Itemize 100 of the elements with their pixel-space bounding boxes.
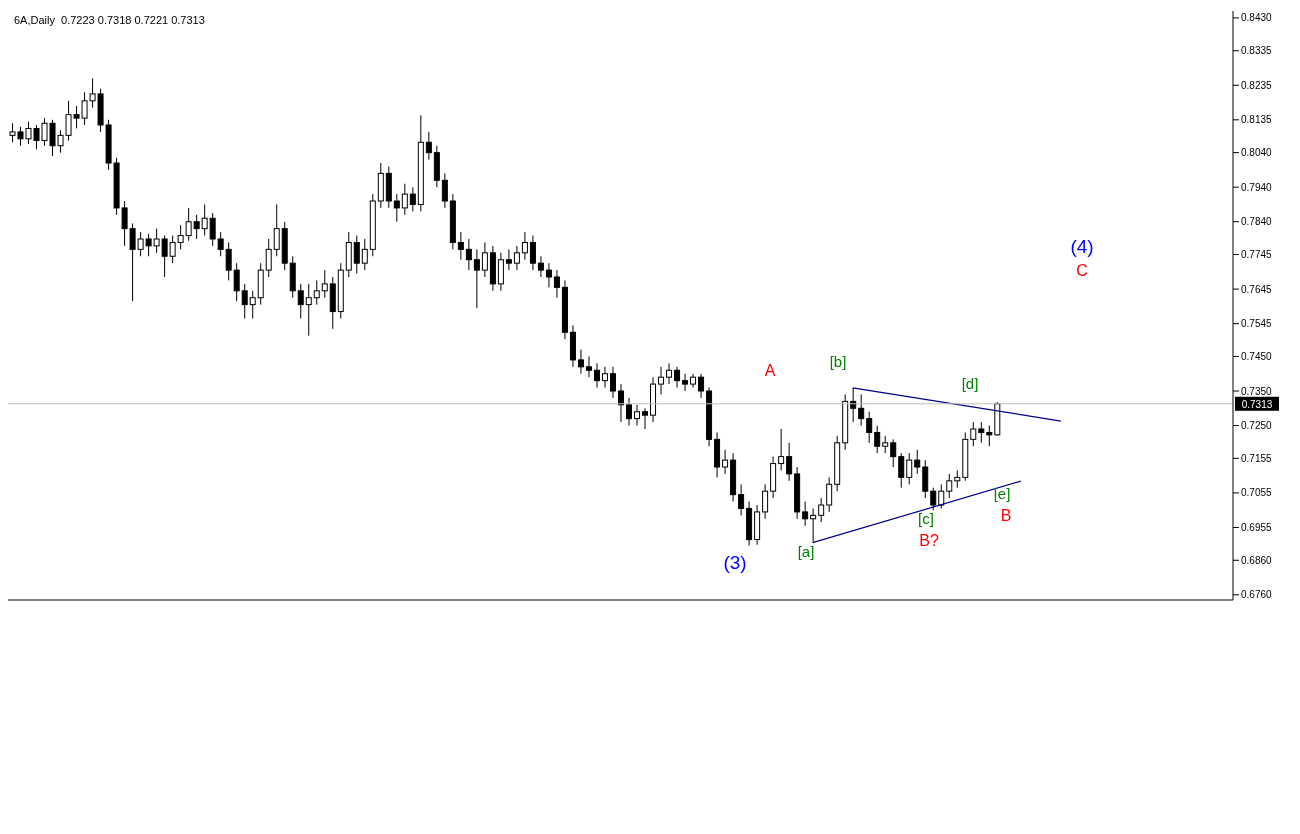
candlestick xyxy=(658,366,665,395)
candlestick xyxy=(457,231,464,261)
candlestick xyxy=(978,421,985,444)
candlestick xyxy=(249,290,256,319)
candlestick xyxy=(722,449,729,475)
candlestick xyxy=(674,366,681,389)
y-tick-label: 0.7545 xyxy=(1241,318,1273,330)
y-tick-label: 0.8430 xyxy=(1241,12,1273,24)
candlestick xyxy=(818,497,825,523)
candlestick xyxy=(698,373,705,399)
y-tick-label: 0.7450 xyxy=(1241,351,1273,362)
candlestick xyxy=(738,483,745,516)
candlestick xyxy=(537,255,544,278)
candlestick xyxy=(321,269,328,299)
candlestick xyxy=(593,362,600,389)
candlestick xyxy=(193,214,200,240)
candlestick xyxy=(441,172,448,209)
y-tick-label: 0.7645 xyxy=(1241,283,1273,295)
annotation: [c] xyxy=(918,509,934,527)
annotation: [d] xyxy=(961,374,979,392)
candlestick xyxy=(233,262,240,302)
candlestick xyxy=(914,449,921,475)
candlestick xyxy=(970,421,977,447)
candlestick xyxy=(642,407,649,430)
y-tick-label: 0.7840 xyxy=(1241,216,1273,228)
y-tick-label: 0.6760 xyxy=(1241,589,1273,601)
candlestick xyxy=(209,212,216,247)
annotation: (3) xyxy=(723,551,747,573)
candlestick xyxy=(778,428,785,471)
y-tick-label: 0.6860 xyxy=(1241,554,1273,566)
candlestick xyxy=(946,473,953,499)
y-tick-label: 0.6955 xyxy=(1241,522,1273,533)
chart-title: 6A,Daily 0.7223 0.7318 0.7221 0.7313 xyxy=(14,14,205,26)
candlestick xyxy=(553,269,560,299)
candlestick xyxy=(609,366,616,399)
annotation: C xyxy=(1076,262,1088,279)
y-tick-label: 0.8335 xyxy=(1241,45,1273,57)
candlestick xyxy=(313,279,320,306)
candlestick xyxy=(850,387,857,423)
candlestick xyxy=(225,241,232,281)
y-tick-label: 0.7055 xyxy=(1241,487,1273,499)
annotation: [b] xyxy=(829,352,847,370)
candlestick xyxy=(361,238,368,271)
candlestick xyxy=(201,203,208,237)
candlestick xyxy=(409,186,416,212)
candlestick xyxy=(273,203,280,257)
annotation: (4) xyxy=(1070,235,1094,257)
candlestick xyxy=(802,501,809,527)
candlestick xyxy=(481,241,488,278)
candlestick xyxy=(634,404,641,427)
candlestick xyxy=(505,248,512,271)
candlestick xyxy=(577,349,584,375)
candlestick xyxy=(618,383,624,423)
y-tick-label: 0.7940 xyxy=(1241,181,1273,193)
candlestick xyxy=(866,411,873,444)
ref-line-label: 0.7313 xyxy=(1241,398,1273,410)
candlestick xyxy=(545,262,552,288)
annotation: B xyxy=(1000,507,1012,524)
candlestick xyxy=(890,438,897,468)
candlestick xyxy=(585,355,592,378)
candlestick xyxy=(265,238,272,278)
y-tick-label: 0.8235 xyxy=(1241,79,1273,91)
annotation: A xyxy=(764,362,776,379)
candlestick xyxy=(810,507,817,544)
candlestick xyxy=(297,283,304,319)
candlestick xyxy=(513,245,520,271)
candlestick xyxy=(529,235,536,271)
candlestick xyxy=(425,131,432,161)
candlestick xyxy=(906,452,913,485)
annotation: [e] xyxy=(993,484,1011,502)
candlestick xyxy=(930,487,937,511)
candlestick xyxy=(826,476,833,513)
candlestick xyxy=(666,362,673,385)
candlestick xyxy=(898,452,905,489)
annotation: [a] xyxy=(797,542,815,560)
candlestick xyxy=(786,442,793,482)
candlestick xyxy=(521,231,528,261)
y-tick-label: 0.7350 xyxy=(1241,385,1273,397)
candlestick xyxy=(938,483,945,509)
candlestick xyxy=(762,483,769,520)
candlestick xyxy=(393,193,400,223)
candlestick xyxy=(601,366,608,389)
y-tick-label: 0.7155 xyxy=(1241,452,1273,464)
candlestick xyxy=(682,373,689,392)
candlestick xyxy=(874,425,881,454)
candlestick xyxy=(353,235,360,275)
y-tick-label: 0.7250 xyxy=(1241,420,1273,432)
candlestick xyxy=(305,283,312,337)
candlestick xyxy=(465,238,472,271)
y-tick-label: 0.7745 xyxy=(1241,249,1273,261)
annotation: B? xyxy=(919,532,939,549)
candlestick xyxy=(986,425,993,447)
candlestick xyxy=(858,393,865,427)
y-tick-label: 0.8135 xyxy=(1241,114,1273,126)
candlestick xyxy=(473,248,480,309)
candlestick xyxy=(626,397,632,427)
y-tick-label: 0.8040 xyxy=(1241,147,1273,159)
candlestick xyxy=(217,231,224,257)
candlestick xyxy=(401,183,408,216)
candlestick xyxy=(241,283,248,319)
